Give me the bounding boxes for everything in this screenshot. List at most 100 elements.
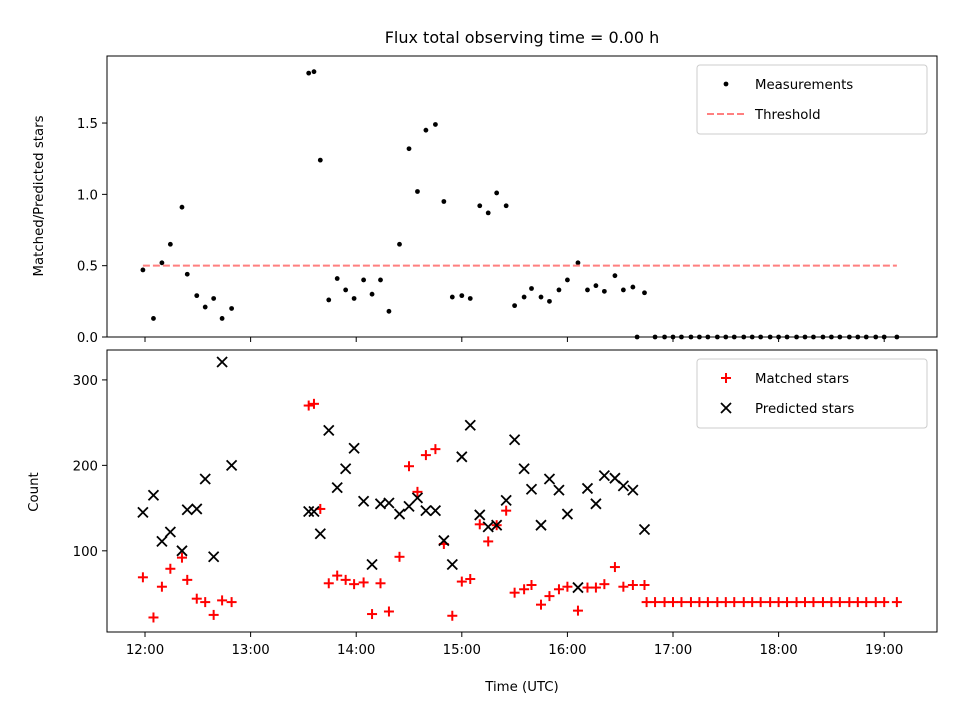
matched-star-marker	[572, 605, 583, 616]
matched-star-marker	[747, 597, 758, 608]
matched-star-marker	[148, 612, 159, 623]
measurement-point	[397, 241, 402, 247]
measurement-point	[184, 271, 190, 277]
measurement-point	[194, 293, 200, 299]
predicted-star-marker	[164, 526, 176, 538]
matched-star-marker	[340, 574, 351, 585]
matched-star-marker	[639, 580, 650, 590]
predicted-star-marker	[308, 505, 320, 518]
measurement-point	[521, 294, 527, 300]
predicted-star-marker	[474, 509, 486, 521]
matched-star-marker	[137, 572, 148, 583]
top-plot-area: 0.0 0.5 1.0 1.5 Measurements Threshold	[77, 55, 938, 346]
measurement-point	[211, 296, 217, 301]
bottom-legend: Matched stars Predicted stars	[696, 358, 928, 429]
legend-predicted-swatch	[720, 402, 732, 414]
matched-star-marker	[852, 597, 863, 608]
predicted-star-marker	[225, 459, 238, 472]
predicted-star-marker	[383, 497, 395, 509]
matched-star-marker	[694, 597, 705, 608]
matched-star-marker	[618, 581, 629, 592]
predicted-star-marker	[491, 519, 503, 531]
predicted-star-marker	[456, 451, 468, 463]
matched-star-marker	[465, 574, 476, 585]
top-axes-frame	[106, 55, 938, 338]
predicted-star-marker	[590, 498, 602, 510]
measurement-point	[449, 294, 455, 300]
measurement-point	[219, 316, 225, 321]
matched-star-marker	[590, 582, 601, 593]
matched-star-marker	[412, 486, 423, 497]
legend-matched-swatch	[721, 373, 731, 383]
matched-star-marker	[447, 610, 458, 621]
measurement-point	[423, 127, 429, 133]
legend-measurement-swatch	[723, 81, 729, 87]
predicted-star-marker	[147, 489, 160, 501]
matched-star-marker	[738, 597, 749, 608]
predicted-star-marker	[543, 473, 556, 485]
matched-star-marker	[773, 597, 784, 608]
measurement-point	[601, 288, 607, 294]
matched-star-marker	[430, 444, 441, 455]
legend-label: Threshold	[754, 108, 821, 123]
predicted-star-marker	[446, 558, 458, 571]
measurement-point	[378, 277, 383, 283]
measurement-point	[179, 204, 185, 210]
predicted-star-marker	[508, 434, 521, 446]
bottom-x-axis-label: Time (UTC)	[484, 680, 559, 695]
matched-star-marker	[383, 606, 394, 617]
measurement-point	[334, 276, 340, 281]
measurement-point	[593, 283, 599, 289]
matched-star-marker	[808, 597, 819, 608]
measurement-point	[229, 306, 235, 311]
matched-star-marker	[641, 597, 652, 608]
measurement-point	[575, 260, 581, 266]
predicted-star-marker	[500, 494, 512, 507]
measurement-point	[317, 157, 323, 163]
measurement-point	[494, 190, 500, 196]
matched-star-marker	[303, 400, 314, 411]
matched-star-marker	[191, 593, 202, 604]
matched-star-marker	[536, 599, 547, 610]
measurement-point	[503, 203, 509, 209]
measurement-point	[343, 287, 349, 293]
matched-star-marker	[720, 597, 731, 608]
legend-label: Measurements	[755, 78, 853, 93]
predicted-star-marker	[191, 503, 203, 515]
bottom-y-tick-label: 200	[73, 459, 98, 474]
matched-star-marker	[834, 597, 845, 608]
matched-star-marker	[870, 597, 881, 608]
predicted-star-marker	[340, 463, 352, 475]
matched-star-marker	[879, 597, 890, 608]
predicted-star-marker	[627, 484, 639, 496]
matched-star-marker	[420, 450, 431, 461]
bottom-y-axis-label: Count	[27, 472, 42, 512]
measurement-point	[151, 316, 156, 321]
predicted-star-marker	[411, 492, 424, 504]
matched-star-marker	[609, 562, 620, 573]
predicted-star-marker	[535, 519, 547, 531]
matched-star-marker	[526, 580, 537, 590]
measurement-point	[433, 122, 438, 127]
matched-star-marker	[676, 597, 687, 608]
predicted-star-marker	[331, 481, 343, 494]
matched-star-marker	[358, 577, 369, 588]
matched-star-marker	[800, 597, 811, 608]
matched-star-marker	[176, 552, 187, 563]
matched-star-marker	[826, 597, 837, 608]
matched-star-marker	[765, 597, 776, 608]
measurement-point	[565, 277, 570, 283]
measurement-point	[538, 294, 544, 300]
measurement-point	[361, 277, 367, 283]
matched-star-marker	[544, 591, 555, 602]
top-y-tick-label: 1.5	[77, 117, 98, 132]
matched-star-marker	[375, 578, 386, 589]
matched-star-marker	[349, 579, 360, 590]
matched-star-marker	[226, 597, 237, 608]
bottom-x-tick-label: 18:00	[759, 643, 797, 658]
matched-star-marker	[702, 597, 713, 608]
bottom-x-tick-label: 19:00	[865, 643, 903, 658]
bottom-x-tick-label: 16:00	[548, 643, 586, 658]
matched-star-marker	[456, 576, 467, 587]
measurement-point	[467, 296, 473, 301]
